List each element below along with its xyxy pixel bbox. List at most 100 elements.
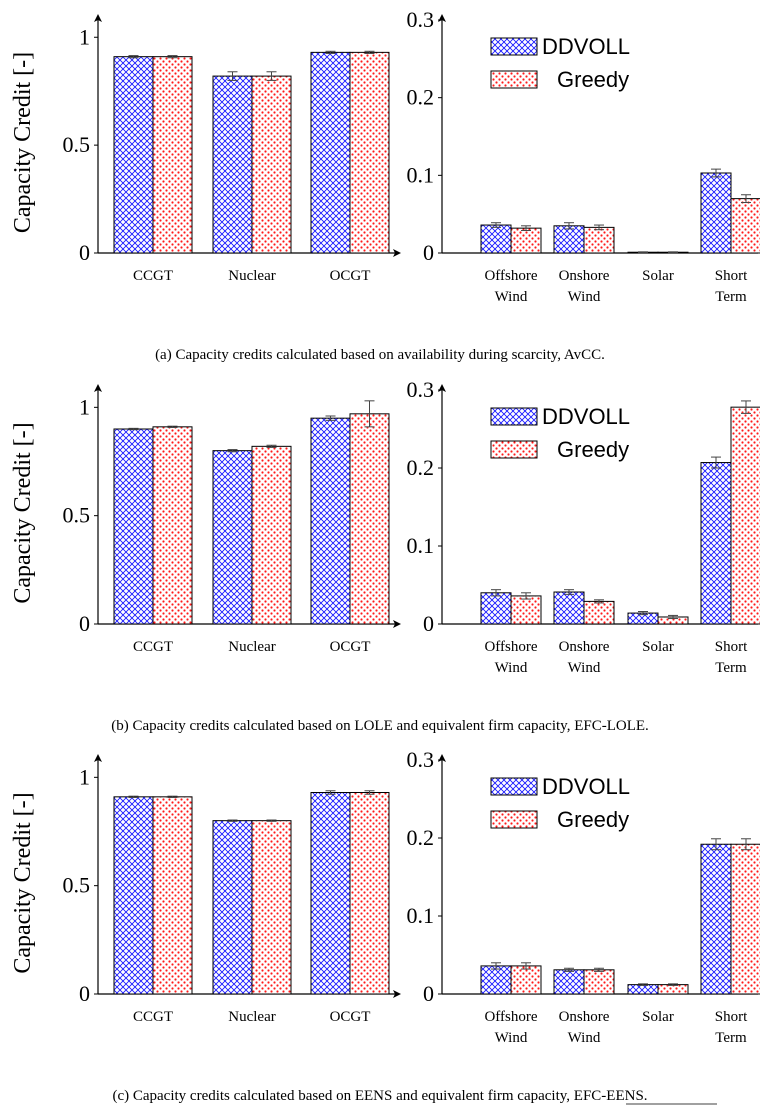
y-tick-label: 0 bbox=[79, 611, 90, 636]
y-axis-label: Capacity Credit [-] bbox=[10, 52, 36, 233]
y-tick-label: 0.2 bbox=[407, 455, 435, 480]
error-bar bbox=[266, 71, 277, 81]
bar-ddvoll bbox=[310, 417, 351, 625]
error-bar bbox=[638, 983, 648, 986]
x-tick-label: Nuclear bbox=[228, 1009, 275, 1025]
y-tick-label: 0.5 bbox=[63, 503, 91, 528]
x-tick-label: OCGT bbox=[330, 1009, 371, 1025]
y-tick-label: 0 bbox=[79, 981, 90, 1006]
y-tick-label: 0.3 bbox=[407, 747, 435, 772]
x-tick-label: CCGT bbox=[133, 1009, 173, 1025]
bar-ddvoll bbox=[212, 820, 253, 995]
error-bar bbox=[594, 224, 604, 231]
legend-swatch-greedy bbox=[490, 810, 538, 829]
error-bar bbox=[521, 962, 531, 970]
error-bar bbox=[266, 444, 277, 448]
x-tick-label: Nuclear bbox=[228, 268, 275, 284]
bar-greedy bbox=[583, 226, 615, 254]
bar-greedy bbox=[251, 820, 292, 995]
y-tick-label: 0.2 bbox=[407, 85, 435, 110]
x-tick-label: Solar bbox=[642, 1009, 674, 1025]
legend: DDVOLL Greedy bbox=[490, 34, 630, 92]
y-tick-label: 1 bbox=[79, 394, 90, 419]
y-tick-label: 0 bbox=[423, 981, 434, 1006]
legend-swatch-greedy bbox=[490, 440, 538, 459]
x-tick-label: Solar bbox=[642, 639, 674, 655]
error-bar bbox=[491, 962, 501, 970]
panel-b-right: 0 0.1 0.2 0.3 Offshore Wind Onshore Wind Solar Sh… bbox=[407, 377, 760, 676]
bar-greedy bbox=[152, 56, 193, 254]
error-bar bbox=[741, 400, 751, 414]
bar-greedy bbox=[349, 792, 390, 995]
x-tick-label: Onshore bbox=[559, 268, 610, 284]
bar-ddvoll bbox=[553, 225, 585, 254]
x-tick-label: Wind bbox=[495, 1030, 528, 1046]
x-tick-label: Term bbox=[715, 660, 747, 676]
bar-ddvoll bbox=[480, 224, 512, 254]
x-tick-label: Short bbox=[715, 639, 748, 655]
error-bar bbox=[128, 795, 139, 798]
legend-swatch-ddvoll bbox=[490, 777, 538, 796]
y-tick-label: 1 bbox=[79, 764, 90, 789]
bar-greedy bbox=[730, 843, 760, 995]
legend-label-ddvoll: DDVOLL bbox=[542, 34, 630, 59]
error-bar bbox=[364, 400, 375, 428]
error-bar bbox=[564, 589, 574, 595]
bar-ddvoll bbox=[480, 965, 512, 995]
bar-ddvoll bbox=[700, 843, 732, 995]
x-tick-label: OCGT bbox=[330, 268, 371, 284]
bar-greedy bbox=[510, 965, 542, 995]
bar-greedy bbox=[152, 426, 193, 625]
legend: DDVOLL Greedy bbox=[490, 774, 630, 832]
bar-ddvoll bbox=[113, 796, 154, 995]
bar-greedy bbox=[730, 198, 760, 254]
x-tick-label: Nuclear bbox=[228, 639, 275, 655]
bar-greedy bbox=[152, 796, 193, 995]
x-tick-label: OCGT bbox=[330, 639, 371, 655]
error-bar bbox=[227, 449, 238, 453]
legend-label-greedy: Greedy bbox=[557, 437, 629, 462]
bar-greedy bbox=[510, 595, 542, 625]
bar-ddvoll bbox=[480, 592, 512, 625]
error-bar bbox=[638, 611, 648, 616]
x-tick-label: Short bbox=[715, 1009, 748, 1025]
bar-greedy bbox=[730, 406, 760, 625]
bar-greedy bbox=[583, 969, 615, 995]
y-axis-label: Capacity Credit [-] bbox=[10, 792, 36, 973]
x-tick-label: Term bbox=[715, 1030, 747, 1046]
x-tick-label: Solar bbox=[642, 268, 674, 284]
error-bar bbox=[594, 599, 604, 604]
bar-ddvoll bbox=[113, 428, 154, 625]
x-tick-label: Wind bbox=[568, 1030, 601, 1046]
bar-greedy bbox=[349, 51, 390, 254]
x-tick-label: CCGT bbox=[133, 268, 173, 284]
bar-ddvoll bbox=[310, 792, 351, 995]
error-bar bbox=[711, 168, 721, 178]
x-tick-label: Offshore bbox=[484, 639, 537, 655]
bar-ddvoll bbox=[553, 969, 585, 995]
error-bar bbox=[668, 251, 678, 254]
error-bar bbox=[711, 838, 721, 851]
y-tick-label: 0 bbox=[79, 240, 90, 265]
y-tick-label: 1 bbox=[79, 24, 90, 49]
error-bar bbox=[227, 819, 238, 822]
y-tick-label: 0.5 bbox=[63, 132, 91, 157]
y-tick-label: 0.3 bbox=[407, 377, 435, 402]
y-tick-label: 0 bbox=[423, 240, 434, 265]
bar-ddvoll bbox=[553, 591, 585, 625]
bar-ddvoll bbox=[113, 56, 154, 254]
y-tick-label: 0.2 bbox=[407, 825, 435, 850]
x-tick-label: Offshore bbox=[484, 1009, 537, 1025]
panel-a-right: 0 0.1 0.2 0.3 Offshore Wind Onshore Wind Solar Sh… bbox=[407, 7, 760, 305]
x-tick-label: Offshore bbox=[484, 268, 537, 284]
bar-ddvoll bbox=[700, 462, 732, 625]
legend-label-ddvoll: DDVOLL bbox=[542, 774, 630, 799]
bar-ddvoll bbox=[700, 172, 732, 254]
bar-ddvoll bbox=[627, 984, 659, 995]
bar-ddvoll bbox=[212, 450, 253, 625]
error-bar bbox=[491, 222, 501, 228]
plots: 0 0.5 1 CCGT Nuclear OCGT Capacity Credit [-] 0… bbox=[10, 7, 760, 1046]
error-bar bbox=[325, 50, 336, 54]
error-bar bbox=[668, 614, 678, 620]
panel-b-left: 0 0.5 1 CCGT Nuclear OCGT Capacity Credit [-] bbox=[10, 384, 401, 655]
